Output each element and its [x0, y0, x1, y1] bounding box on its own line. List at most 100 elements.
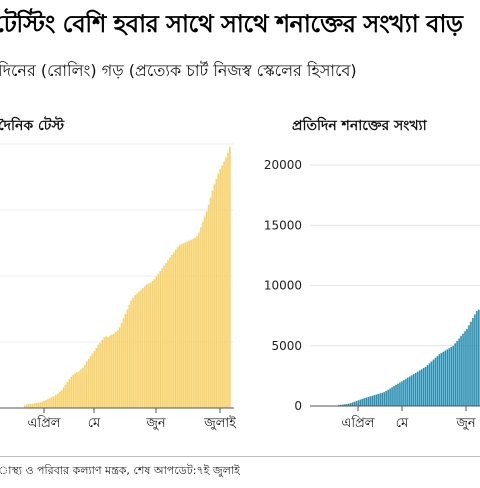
tests-bar: [35, 402, 38, 408]
tests-bar: [128, 305, 131, 408]
cases-x-tick-label: এপ্রিল: [342, 415, 375, 431]
cases-bar: [351, 402, 354, 406]
cases-bar: [387, 389, 389, 406]
cases-bar: [379, 393, 382, 406]
tests-bar: [93, 350, 96, 408]
tests-bar: [169, 257, 171, 408]
cases-bar: [359, 399, 362, 406]
tests-bar: [159, 271, 162, 408]
tests-bar: [223, 161, 225, 408]
tests-bar: [225, 157, 227, 408]
tests-bar: [126, 309, 129, 408]
cases-bar: [391, 387, 393, 406]
cases-bar: [424, 366, 427, 406]
cases-bar: [440, 352, 443, 406]
cases-x-tick-label: জুন: [455, 416, 476, 431]
cases-bar: [474, 314, 476, 406]
tests-bar: [78, 371, 80, 408]
tests-bar: [105, 336, 107, 408]
tests-bar: [209, 197, 212, 408]
tests-bar: [186, 241, 189, 408]
tests-bar: [180, 244, 183, 408]
tests-bar: [207, 204, 210, 408]
tests-bar: [213, 184, 216, 408]
cases-bar: [409, 376, 411, 406]
cases-bar: [399, 382, 401, 406]
cases-bar: [371, 395, 374, 406]
tests-bar: [155, 276, 158, 408]
cases-bar: [357, 400, 360, 406]
tests-panel-title: দৈনিক টেস্ট: [0, 118, 65, 134]
cases-bar: [456, 340, 458, 406]
cases-bar: [355, 400, 358, 406]
tests-bar: [124, 314, 127, 408]
cases-bar: [452, 345, 455, 406]
cases-bar: [426, 365, 429, 406]
tests-bar: [103, 337, 105, 408]
tests-bar: [138, 291, 140, 408]
cases-bar: [373, 395, 376, 406]
tests-bar: [190, 239, 192, 408]
tests-bar: [136, 293, 138, 408]
cases-bar: [401, 381, 403, 406]
cases-y-tick-label: 0: [294, 399, 302, 413]
tests-bar: [66, 382, 69, 408]
tests-bar: [70, 376, 73, 408]
cases-bar: [347, 403, 350, 406]
cases-bar: [377, 393, 380, 406]
tests-bar: [201, 221, 204, 408]
cases-bar: [418, 370, 421, 406]
tests-bar: [188, 240, 191, 408]
tests-bar: [171, 254, 173, 408]
tests-bar: [194, 237, 196, 408]
cases-bar: [434, 357, 437, 406]
cases-bar: [403, 380, 405, 406]
cases-bar: [407, 377, 409, 406]
cases-y-tick-label: 15000: [264, 218, 302, 232]
cases-bar: [468, 325, 470, 406]
cases-bar: [385, 390, 387, 406]
tests-bar: [140, 289, 142, 408]
tests-bar: [83, 365, 86, 408]
tests-bar: [76, 372, 78, 408]
tests-bar: [172, 252, 175, 408]
cases-bar: [448, 348, 451, 406]
cases-bar: [353, 401, 356, 406]
cases-bar: [420, 369, 423, 406]
tests-bar: [157, 273, 160, 408]
cases-bar: [410, 375, 413, 406]
cases-bar: [345, 403, 348, 406]
tests-bar: [143, 286, 146, 408]
cases-bar: [478, 309, 480, 406]
tests-bar: [24, 405, 26, 408]
tests-bar: [25, 404, 28, 408]
tests-bar: [153, 279, 156, 408]
cases-bar: [458, 338, 460, 406]
tests-bar: [89, 356, 92, 408]
footer-rule: [0, 456, 480, 457]
tests-bar: [163, 265, 165, 408]
tests-bar: [47, 399, 49, 408]
cases-bar: [367, 396, 370, 406]
cases-bar: [442, 351, 445, 406]
tests-bar: [203, 216, 206, 408]
tests-bar: [43, 400, 45, 408]
tests-bar: [192, 238, 194, 408]
cases-bar: [383, 392, 385, 406]
cases-bar: [416, 371, 419, 406]
tests-bar: [101, 339, 104, 408]
cases-bar: [430, 361, 433, 406]
tests-bar: [184, 242, 187, 408]
cases-bar: [464, 331, 466, 406]
tests-bar: [45, 399, 47, 408]
tests-bar: [120, 322, 123, 408]
tests-bar: [205, 211, 208, 408]
tests-bar: [60, 390, 63, 408]
tests-bar: [72, 374, 74, 408]
tests-bar: [167, 260, 169, 408]
tests-bar: [161, 268, 163, 408]
cases-bar: [397, 383, 399, 406]
tests-bar: [200, 227, 202, 408]
tests-bar: [56, 393, 59, 408]
tests-bar: [211, 190, 214, 408]
